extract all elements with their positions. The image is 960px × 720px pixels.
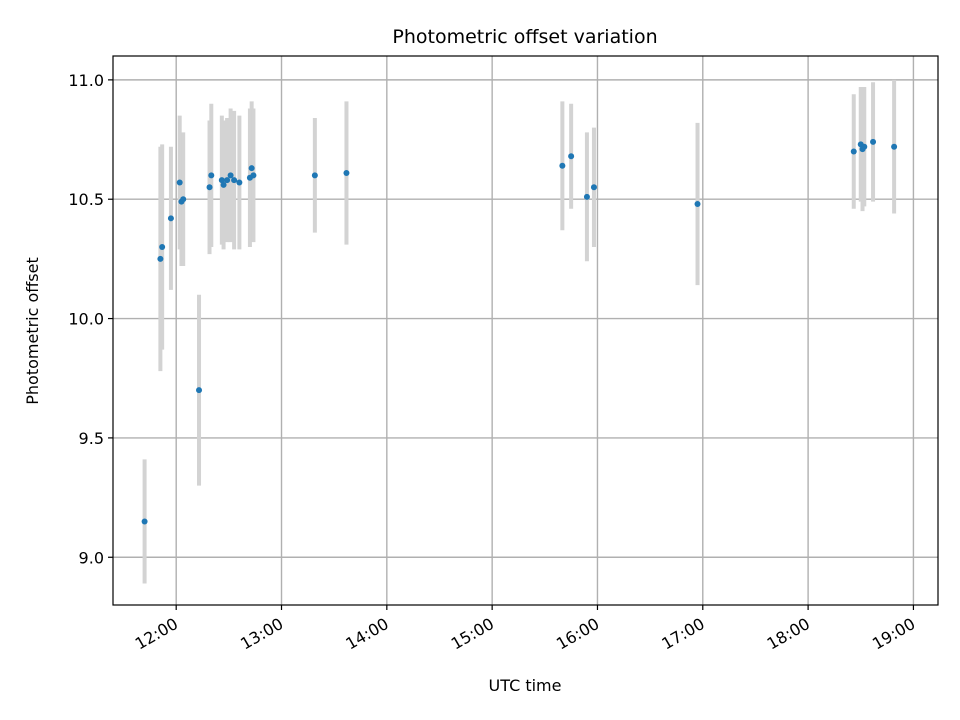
data-point <box>176 179 183 186</box>
x-axis: 12:00 13:00 14:00 15:00 16:00 17:00 18:00 19:00 <box>132 605 918 654</box>
y-axis-label: Photometric offset <box>23 257 42 405</box>
data-point <box>167 215 174 222</box>
data-point <box>220 181 227 188</box>
x-tick-label: 13:00 <box>237 614 286 654</box>
x-tick-label: 16:00 <box>553 614 602 654</box>
data-point <box>236 179 243 186</box>
data-point <box>891 143 898 150</box>
data-point <box>590 184 597 191</box>
x-axis-label: UTC time <box>489 676 562 695</box>
data-point <box>311 172 318 179</box>
x-tick-label: 15:00 <box>448 614 497 654</box>
data-points <box>141 138 898 525</box>
y-tick-label: 9.5 <box>79 429 104 448</box>
y-tick-label: 10.0 <box>68 310 104 329</box>
data-point <box>559 162 566 169</box>
y-tick-label: 11.0 <box>68 71 104 90</box>
data-point <box>227 172 234 179</box>
data-point <box>583 193 590 200</box>
data-point <box>159 243 166 250</box>
data-point <box>208 172 215 179</box>
x-tick-label: 19:00 <box>869 614 918 654</box>
data-point <box>180 196 187 203</box>
data-point <box>250 172 257 179</box>
data-point <box>343 169 350 176</box>
x-tick-label: 12:00 <box>132 614 181 654</box>
y-tick-label: 10.5 <box>68 190 104 209</box>
data-point <box>196 387 203 394</box>
y-tick-label: 9.0 <box>79 548 104 567</box>
data-point <box>248 165 255 172</box>
data-point <box>206 184 213 191</box>
data-point <box>861 143 868 150</box>
data-point <box>231 177 238 184</box>
plot-frame <box>112 55 939 606</box>
x-tick-label: 17:00 <box>658 614 707 654</box>
data-point <box>157 255 164 262</box>
data-point <box>850 148 857 155</box>
data-point <box>568 153 575 160</box>
data-point <box>694 200 701 207</box>
data-point <box>870 138 877 145</box>
x-tick-label: 18:00 <box>764 614 813 654</box>
chart-title: Photometric offset variation <box>392 26 657 48</box>
data-point <box>218 177 225 184</box>
data-point <box>224 177 231 184</box>
grid <box>113 56 938 605</box>
x-tick-label: 14:00 <box>342 614 391 654</box>
error-bars <box>142 79 897 584</box>
y-axis: 9.0 9.5 10.0 10.5 11.0 <box>68 71 113 567</box>
data-point <box>141 518 148 525</box>
